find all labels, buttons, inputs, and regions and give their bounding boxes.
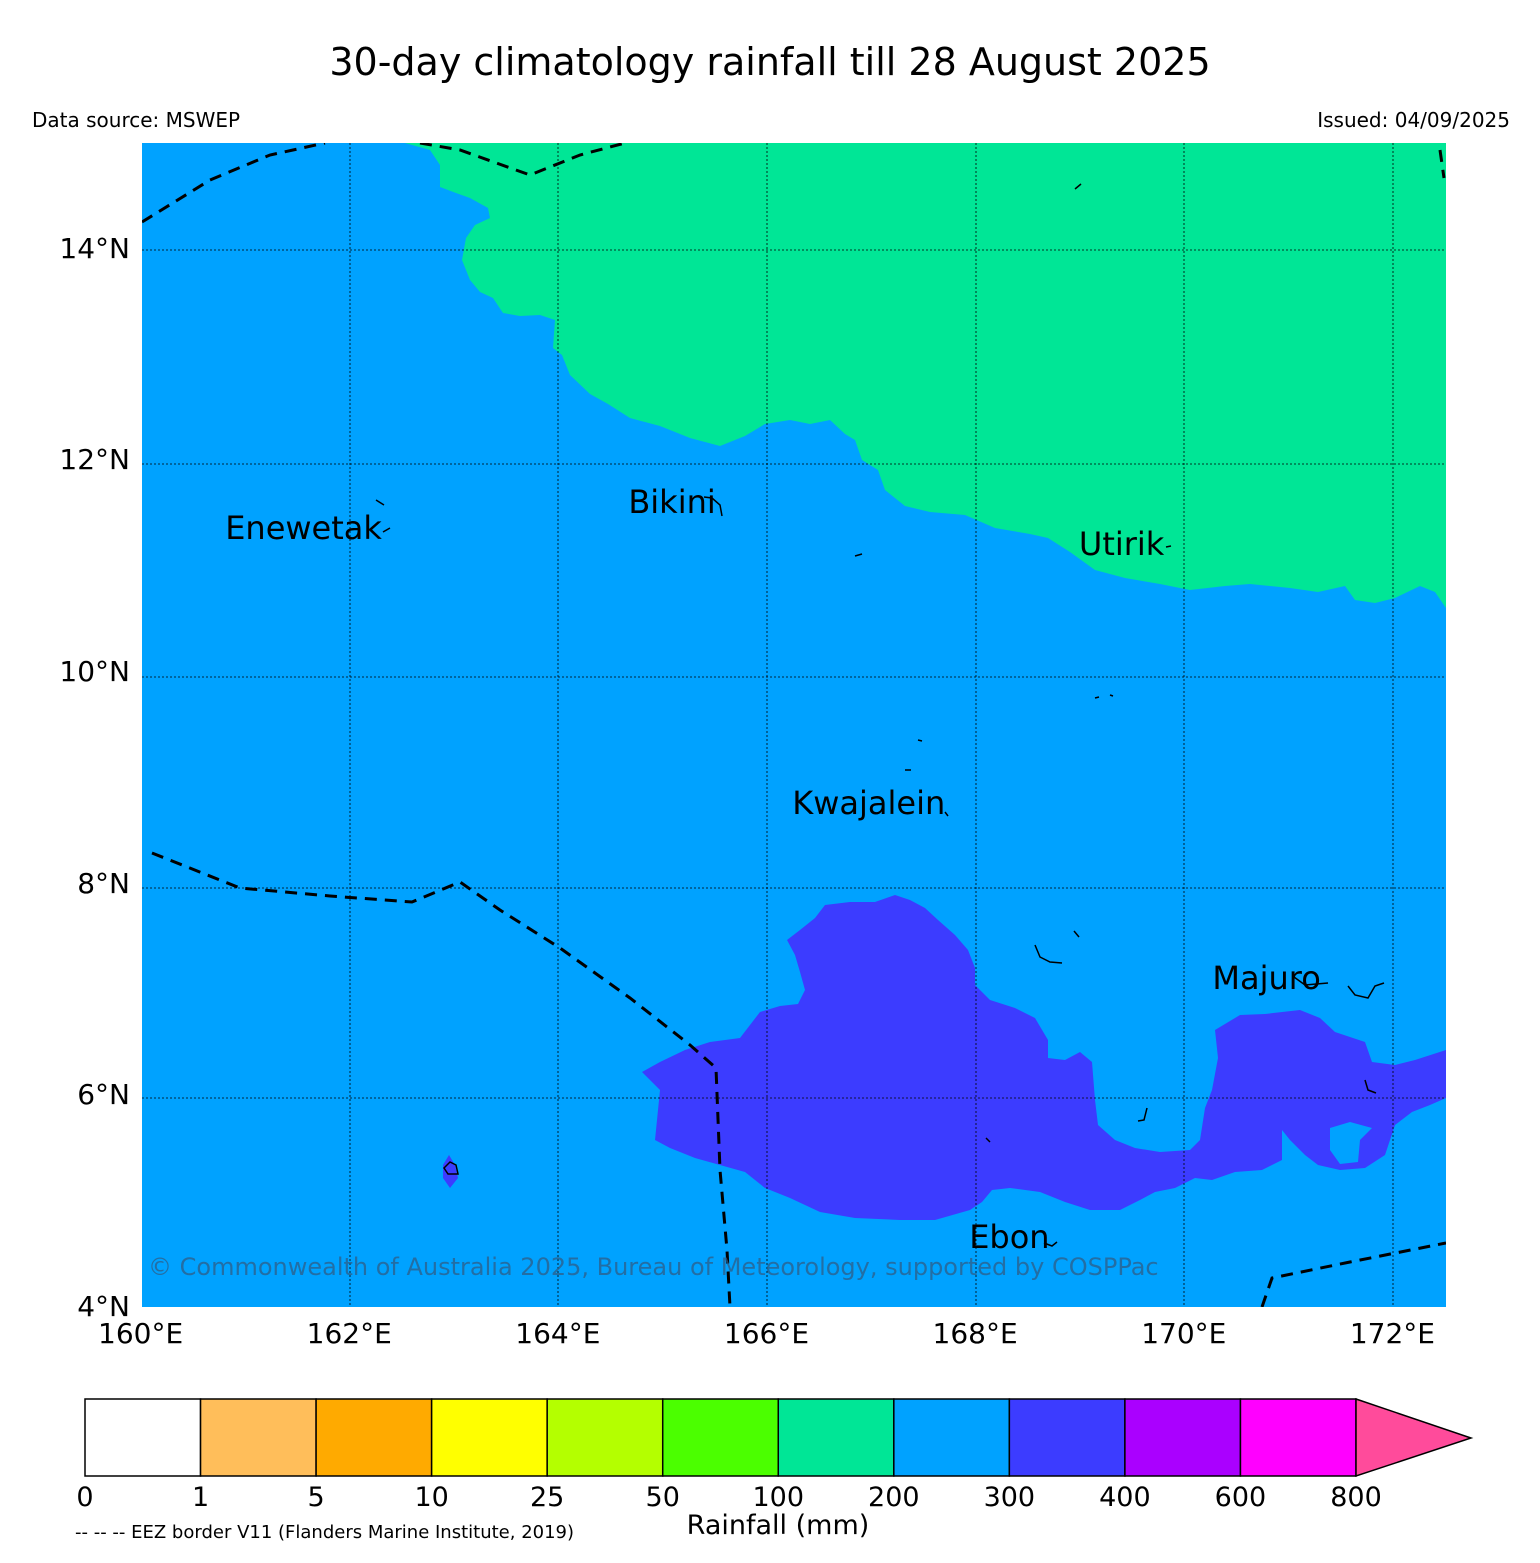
place-label-majuro: Majuro	[1212, 958, 1321, 997]
data-source-label: Data source: MSWEP	[32, 108, 241, 132]
eez-footnote: -- -- -- EEZ border V11 (Flanders Marine…	[75, 1522, 575, 1543]
lat-tick-label: 14°N	[59, 231, 130, 265]
issued-date-label: Issued: 04/09/2025	[1317, 108, 1510, 132]
copyright-notice: © Commonwealth of Australia 2025, Bureau…	[148, 1253, 1159, 1281]
colorbar-swatch	[777, 1398, 895, 1477]
rainfall-band-200-300-hole	[1330, 1122, 1372, 1164]
place-label-enewetak: Enewetak	[225, 509, 382, 548]
colorbar-tick-label: 25	[530, 1482, 565, 1513]
rainfall-band-300-400	[642, 895, 1446, 1220]
island-outlines	[375, 183, 1385, 1247]
colorbar-swatch	[1008, 1398, 1126, 1477]
lon-tick-label: 170°E	[1141, 1317, 1227, 1350]
rainfall-band-100-200	[405, 143, 1446, 608]
colorbar-tick-label: 300	[983, 1482, 1036, 1513]
rainfall-band-300-400-spot	[443, 1155, 458, 1188]
colorbar-swatch	[199, 1398, 317, 1477]
lon-tick-label: 160°E	[98, 1317, 184, 1350]
colorbar-tick-label: 800	[1330, 1482, 1382, 1513]
colorbar-swatch	[546, 1398, 664, 1477]
lon-tick-label: 166°E	[723, 1317, 810, 1350]
colorbar-swatch	[430, 1398, 548, 1477]
lat-tick-label: 8°N	[77, 866, 130, 900]
colorbar-tick-label: 50	[645, 1482, 680, 1513]
colorbar-tick-label: 100	[752, 1482, 805, 1513]
place-label-ebon: Ebon	[969, 1218, 1050, 1257]
lat-tick-label: 10°N	[59, 655, 130, 689]
colorbar-tick-label: 400	[1099, 1482, 1151, 1513]
colorbar-title: Rainfall (mm)	[686, 1510, 870, 1541]
lat-tick-label: 12°N	[59, 443, 130, 477]
lon-tick-label: 172°E	[1349, 1317, 1435, 1350]
place-label-bikini: Bikini	[628, 482, 716, 521]
colorbar-tick-label: 200	[868, 1482, 920, 1513]
lon-tick-label: 162°E	[306, 1317, 392, 1350]
colorbar-swatch	[661, 1398, 780, 1477]
lat-tick-label: 4°N	[77, 1290, 130, 1323]
colorbar-swatch	[893, 1398, 1011, 1477]
colorbar-tick-label: 5	[307, 1482, 325, 1513]
lon-tick-label: 168°E	[932, 1317, 1018, 1350]
rainfall-map	[142, 143, 1446, 1307]
place-label-utirik: Utirik	[1078, 525, 1165, 564]
colorbar-swatch	[84, 1398, 202, 1477]
lat-tick-label: 6°N	[77, 1078, 130, 1112]
colorbar-tick-label: 1	[191, 1482, 210, 1513]
colorbar-extend-arrow	[1355, 1397, 1474, 1478]
place-label-kwajalein: Kwajalein	[792, 784, 946, 823]
lon-tick-label: 164°E	[515, 1317, 601, 1350]
eez-border	[142, 143, 1446, 1307]
graticule	[142, 143, 1446, 1307]
colorbar-tick-label: 600	[1214, 1482, 1267, 1513]
colorbar-tick-label: 10	[414, 1482, 449, 1513]
map-title: 30-day climatology rainfall till 28 Augu…	[329, 40, 1211, 84]
colorbar-swatch	[315, 1398, 433, 1477]
colorbar-tick-label: 0	[76, 1482, 94, 1513]
colorbar-swatch	[1239, 1398, 1357, 1477]
colorbar-swatch	[1124, 1398, 1242, 1477]
